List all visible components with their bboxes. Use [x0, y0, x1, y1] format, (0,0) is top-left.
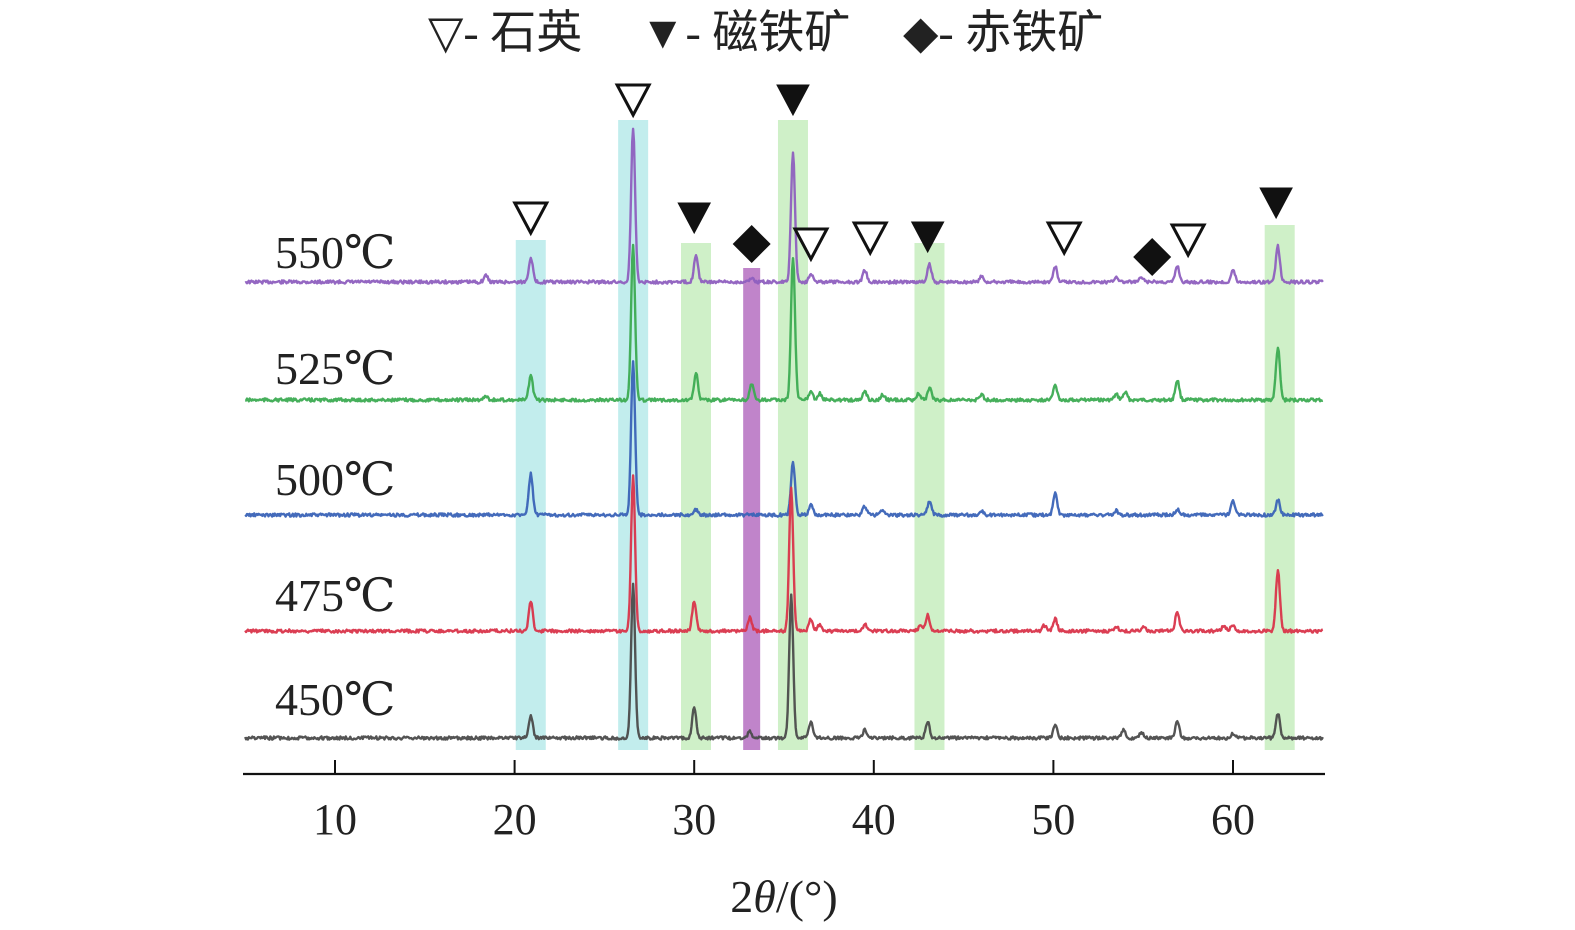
- x-tick-label: 40: [852, 795, 896, 844]
- legend-item-magnetite: ▼- 磁铁矿: [640, 7, 850, 58]
- x-axis-label: 2θ/(°): [730, 871, 837, 922]
- x-ticks: 10 20 30 40 50 60: [313, 760, 1255, 844]
- series-label: 550℃: [275, 227, 395, 278]
- x-axis-label-prefix: 2: [730, 871, 753, 922]
- series-labels: 550℃ 525℃ 500℃ 475℃ 450℃: [275, 227, 395, 725]
- hematite-marker-icon: [1133, 238, 1172, 276]
- highlight-band: [1264, 225, 1295, 750]
- series-line: [244, 474, 1324, 634]
- quartz-marker-icon: [851, 221, 889, 257]
- highlight-band: [743, 268, 761, 750]
- x-tick-label: 20: [493, 795, 537, 844]
- x-tick-label: 50: [1031, 795, 1075, 844]
- magnetite-marker-icon: [910, 221, 945, 254]
- legend-item-quartz: ▽- 石英: [428, 7, 582, 58]
- x-tick-label: 60: [1211, 795, 1255, 844]
- x-axis-label-theta: θ: [753, 871, 776, 922]
- series-label: 450℃: [275, 674, 395, 725]
- quartz-marker-icon: [512, 201, 550, 237]
- highlight-bands: [515, 120, 1295, 750]
- highlight-band: [618, 120, 649, 750]
- series-line: [244, 243, 1324, 403]
- highlight-band: [914, 243, 945, 750]
- x-tick-label: 30: [672, 795, 716, 844]
- magnetite-marker-icon: [776, 84, 810, 117]
- x-tick-label: 10: [313, 795, 357, 844]
- magnetite-marker-icon: [1259, 187, 1293, 220]
- peak-markers: [512, 83, 1293, 276]
- xrd-curves: [244, 127, 1324, 741]
- quartz-marker-icon: [1045, 221, 1083, 257]
- x-axis: 10 20 30 40 50 60 2θ/(°): [243, 760, 1325, 922]
- quartz-marker-icon: [792, 227, 830, 263]
- quartz-marker-icon: [1169, 223, 1207, 259]
- highlight-band: [680, 243, 711, 750]
- series-line: [244, 360, 1324, 518]
- legend: ▽- 石英 ▼- 磁铁矿 ◆- 赤铁矿: [428, 7, 1103, 58]
- series-label: 500℃: [275, 454, 395, 505]
- legend-item-hematite: ◆- 赤铁矿: [903, 7, 1103, 58]
- series-label: 475℃: [275, 570, 395, 621]
- series-line: [244, 582, 1324, 741]
- series-label: 525℃: [275, 343, 395, 394]
- series-line: [244, 127, 1324, 285]
- x-axis-label-suffix: /(°): [776, 871, 838, 922]
- highlight-band: [515, 240, 546, 750]
- quartz-marker-icon: [614, 83, 652, 119]
- magnetite-marker-icon: [677, 202, 712, 235]
- hematite-marker-icon: [732, 225, 771, 263]
